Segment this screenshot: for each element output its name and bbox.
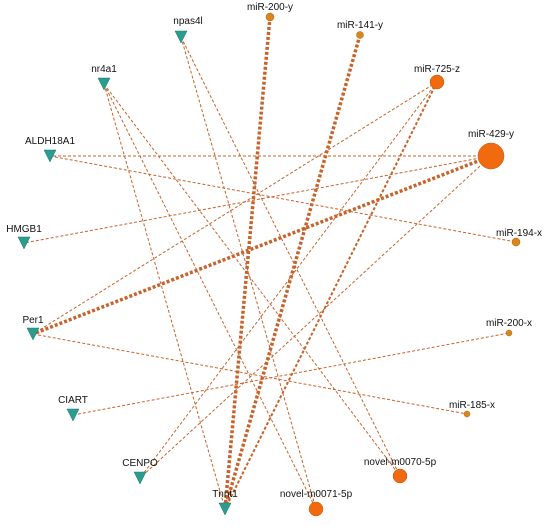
node-label: miR-725-z: [414, 64, 460, 75]
node-label: miR-200-x: [486, 318, 532, 329]
mirna-node: [463, 410, 471, 418]
edge: [49, 155, 517, 243]
edge: [139, 81, 438, 479]
node-label: Per1: [22, 315, 44, 326]
node-label: ALDH18A1: [25, 136, 75, 147]
edge: [223, 16, 272, 510]
edge: [32, 81, 438, 335]
node-label: novel-m0071-5p: [280, 489, 353, 500]
edge: [23, 155, 492, 244]
node-label: npas4l: [173, 16, 202, 27]
node-label: CIART: [58, 395, 88, 406]
gene-node: [17, 236, 31, 250]
nodes: npas4l nr4a1 ALDH18A1 HMGB1 Per1 CIART CENPO Tn…: [6, 2, 542, 517]
edges: [23, 16, 517, 510]
gene-node: [66, 408, 80, 422]
node-label: miR-200-y: [247, 2, 293, 13]
edge: [32, 154, 492, 336]
gene-node: [43, 149, 57, 163]
edge: [224, 81, 438, 510]
gene-node: [174, 30, 188, 44]
node-label: Tnnt1: [212, 489, 238, 500]
mirna-node: [477, 142, 505, 170]
edge: [103, 83, 226, 510]
mirna-node: [265, 12, 275, 22]
gene-node: [218, 502, 232, 516]
node-label: novel-m0070-5p: [364, 457, 437, 468]
node-label: CENPO: [122, 458, 158, 469]
node-label: miR-185-x: [449, 400, 495, 411]
edge: [139, 155, 492, 479]
mirna-node: [505, 329, 513, 337]
mirna-node: [511, 237, 521, 247]
mirna-node: [429, 74, 445, 90]
edge: [103, 83, 401, 477]
gene-node: [133, 471, 147, 485]
gene-node: [26, 327, 40, 341]
edge: [103, 83, 317, 510]
edge: [180, 36, 317, 510]
gene-node: [97, 77, 111, 91]
node-label: nr4a1: [91, 64, 117, 75]
mirna-node: [308, 501, 324, 517]
mirna-node: [356, 31, 364, 39]
edge: [72, 332, 510, 416]
node-label: miR-141-y: [337, 20, 383, 31]
node-label: miR-429-y: [468, 129, 514, 140]
mirna-node: [392, 468, 408, 484]
edge: [180, 36, 401, 477]
edge: [32, 333, 468, 415]
node-label: HMGB1: [6, 224, 42, 235]
node-label: miR-194-x: [496, 228, 542, 239]
edge: [223, 34, 362, 510]
